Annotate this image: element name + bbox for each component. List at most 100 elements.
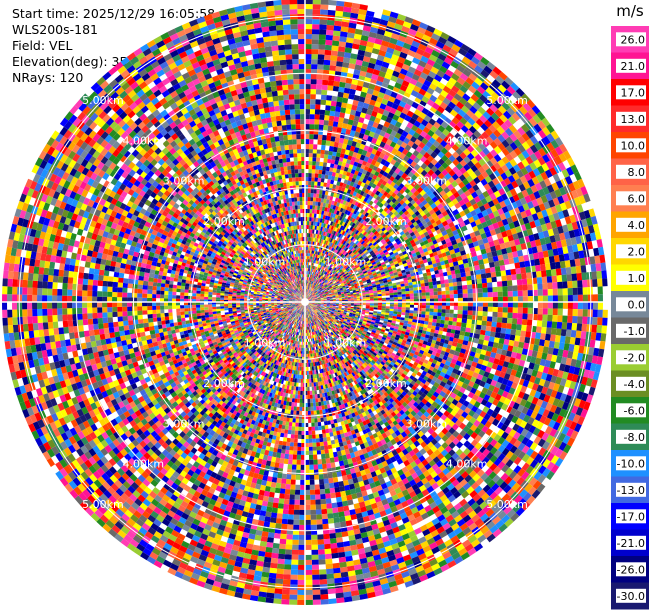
velocity-gate <box>308 359 310 363</box>
velocity-gate <box>401 312 406 316</box>
velocity-gate <box>285 544 293 550</box>
velocity-gate <box>301 362 304 367</box>
velocity-gate <box>396 314 402 318</box>
velocity-gate <box>381 306 386 309</box>
velocity-gate <box>425 305 430 309</box>
velocity-gate <box>317 305 321 307</box>
velocity-gate <box>331 309 335 311</box>
velocity-gate <box>339 521 347 528</box>
velocity-gate <box>294 398 298 403</box>
station-label: WLS200s-181 <box>12 22 98 37</box>
velocity-gate <box>536 326 542 334</box>
velocity-gate <box>486 361 494 369</box>
velocity-gate <box>269 567 277 574</box>
velocity-gate <box>343 310 348 312</box>
velocity-gate <box>498 359 505 367</box>
velocity-gate <box>329 304 333 306</box>
velocity-gate <box>306 370 309 375</box>
velocity-gate <box>456 342 463 349</box>
velocity-gate <box>481 344 488 351</box>
velocity-gate <box>494 353 502 360</box>
velocity-gate <box>540 333 546 340</box>
velocity-gate <box>375 331 380 335</box>
velocity-gate <box>273 467 279 473</box>
velocity-gate <box>315 434 320 439</box>
velocity-gate <box>343 319 347 322</box>
velocity-gate <box>543 394 551 403</box>
velocity-gate <box>356 304 360 307</box>
velocity-gate <box>320 417 324 422</box>
velocity-gate <box>448 320 453 326</box>
velocity-gate <box>303 336 305 339</box>
velocity-gate <box>492 302 498 308</box>
velocity-gate <box>582 302 588 310</box>
velocity-gate <box>439 371 446 378</box>
velocity-gate <box>502 312 508 318</box>
velocity-gate <box>467 306 473 311</box>
velocity-gate <box>335 305 339 307</box>
velocity-gate <box>368 313 373 317</box>
velocity-gate <box>326 503 333 509</box>
velocity-gate <box>314 484 320 490</box>
velocity-gate <box>410 327 415 332</box>
velocity-gate <box>305 330 307 333</box>
velocity-gate <box>311 559 319 565</box>
velocity-gate <box>575 330 582 339</box>
velocity-gate <box>352 321 356 325</box>
velocity-gate <box>573 398 582 407</box>
velocity-gate <box>445 335 450 341</box>
velocity-gate <box>293 442 298 447</box>
velocity-gate <box>287 524 294 530</box>
velocity-gate <box>421 354 427 360</box>
velocity-gate <box>521 348 528 356</box>
velocity-gate <box>289 446 294 451</box>
velocity-gate <box>310 494 316 500</box>
velocity-gate <box>267 537 274 543</box>
velocity-gate <box>314 305 317 308</box>
velocity-gate <box>311 304 315 307</box>
velocity-gate <box>506 323 512 330</box>
velocity-gate <box>524 400 532 409</box>
velocity-gate <box>545 373 553 382</box>
velocity-gate <box>392 313 398 317</box>
velocity-gate <box>341 303 345 305</box>
velocity-gate <box>366 322 371 325</box>
velocity-gate <box>325 563 333 570</box>
velocity-gate <box>405 350 411 356</box>
velocity-gate <box>555 355 563 364</box>
velocity-gate <box>299 374 302 379</box>
velocity-gate <box>572 351 579 360</box>
velocity-gate <box>565 329 572 337</box>
velocity-gate <box>279 538 287 545</box>
velocity-gate <box>517 391 525 399</box>
velocity-gate <box>307 398 311 403</box>
velocity-gate <box>435 340 441 346</box>
velocity-gate <box>264 551 272 558</box>
velocity-gate <box>327 472 333 479</box>
velocity-gate <box>308 302 312 304</box>
velocity-gate <box>353 307 357 309</box>
velocity-gate <box>321 310 325 313</box>
velocity-gate <box>323 305 327 307</box>
velocity-gate <box>461 372 468 379</box>
velocity-gate <box>310 499 316 505</box>
velocity-gate <box>564 419 573 429</box>
velocity-gate <box>511 323 517 330</box>
velocity-gate <box>477 358 484 365</box>
velocity-gate <box>590 379 598 389</box>
velocity-gate <box>388 339 394 344</box>
velocity-gate <box>281 449 286 454</box>
velocity-gate <box>354 318 358 321</box>
velocity-gate <box>576 323 583 332</box>
velocity-gate <box>342 315 346 318</box>
velocity-gate <box>333 517 340 524</box>
velocity-gate <box>292 534 299 540</box>
velocity-gate <box>312 589 321 595</box>
velocity-gate <box>329 457 335 463</box>
velocity-gate <box>449 362 456 369</box>
velocity-gate <box>347 317 352 320</box>
velocity-gate <box>335 532 343 538</box>
velocity-gate <box>271 477 278 483</box>
velocity-gate <box>333 314 337 317</box>
velocity-gate <box>501 390 509 398</box>
